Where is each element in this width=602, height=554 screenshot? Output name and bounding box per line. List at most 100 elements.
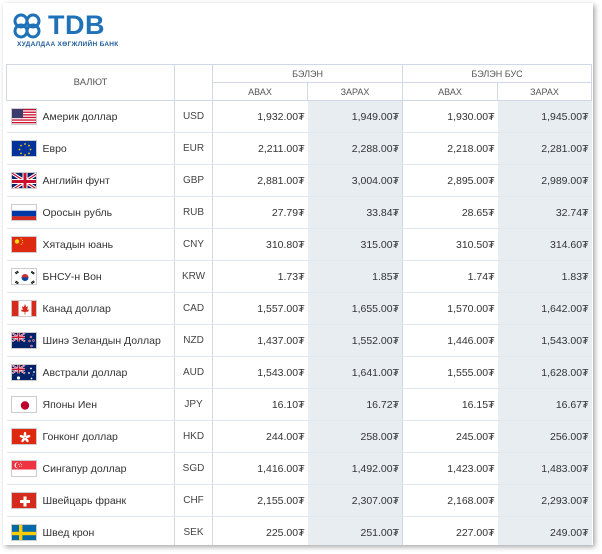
- currency-name: Америк доллар: [40, 100, 175, 133]
- flag-cell: [6, 100, 41, 133]
- noncash-buy-rate: 227.00₮: [402, 516, 498, 545]
- uk-flag-icon: [10, 172, 37, 189]
- kr-flag-icon: [10, 268, 37, 285]
- header-noncash-sell: ЗАРАХ: [497, 82, 593, 101]
- currency-name: Хятадын юань: [40, 228, 175, 261]
- cash-sell-rate: 251.00₮: [307, 516, 403, 545]
- cash-buy-rate: 1,416.00₮: [212, 452, 308, 485]
- nz-flag-icon: [10, 332, 37, 349]
- flag-cell: [6, 516, 41, 545]
- cash-sell-rate: 2,288.00₮: [307, 132, 403, 165]
- cash-buy-rate: 1,932.00₮: [212, 100, 308, 133]
- currency-name: Сингапур доллар: [40, 452, 175, 485]
- currency-code: SGD: [174, 452, 214, 485]
- flag-cell: [6, 260, 41, 293]
- cash-buy-rate: 244.00₮: [212, 420, 308, 453]
- currency-code: NZD: [174, 324, 214, 357]
- table-row: Японы Иен JPY 16.10₮ 16.72₮ 16.15₮ 16.67…: [6, 388, 592, 421]
- noncash-sell-rate: 2,281.00₮: [497, 132, 592, 165]
- currency-code: CAD: [174, 292, 214, 325]
- ch-flag-icon: [10, 492, 37, 509]
- currency-code: GBP: [174, 164, 214, 197]
- flag-cell: [6, 420, 41, 453]
- cash-buy-rate: 16.10₮: [212, 388, 308, 421]
- currency-code: SEK: [174, 516, 214, 545]
- noncash-sell-rate: 256.00₮: [497, 420, 592, 453]
- ru-flag-icon: [10, 204, 37, 221]
- currency-name: Английн фунт: [40, 164, 175, 197]
- ca-flag-icon: [10, 300, 37, 317]
- cash-sell-rate: 1.85₮: [307, 260, 403, 293]
- currency-name: Канад доллар: [40, 292, 175, 325]
- tdb-logo[interactable]: TDB ХУДАЛДАА ХӨГЖЛИЙН БАНК: [11, 10, 151, 55]
- noncash-buy-rate: 245.00₮: [402, 420, 498, 453]
- noncash-sell-rate: 1,543.00₮: [497, 324, 592, 357]
- currency-name: Швейцарь франк: [40, 484, 175, 517]
- cash-sell-rate: 258.00₮: [307, 420, 403, 453]
- noncash-sell-rate: 16.67₮: [497, 388, 592, 421]
- us-flag-icon: [10, 108, 37, 125]
- noncash-sell-rate: 1,945.00₮: [497, 100, 592, 133]
- flag-cell: [6, 452, 41, 485]
- table-row: Хятадын юань CNY 310.80₮ 315.00₮ 310.50₮…: [6, 228, 592, 261]
- sg-flag-icon: [10, 460, 37, 477]
- cash-buy-rate: 2,211.00₮: [212, 132, 308, 165]
- noncash-buy-rate: 1,570.00₮: [402, 292, 498, 325]
- table-row: Сингапур доллар SGD 1,416.00₮ 1,492.00₮ …: [6, 452, 592, 485]
- flag-cell: [6, 388, 41, 421]
- currency-name: Швед крон: [40, 516, 175, 545]
- flag-cell: [6, 228, 41, 261]
- flag-cell: [6, 324, 41, 357]
- noncash-buy-rate: 1,555.00₮: [402, 356, 498, 389]
- currency-code: EUR: [174, 132, 214, 165]
- noncash-buy-rate: 2,218.00₮: [402, 132, 498, 165]
- flag-cell: [6, 356, 41, 389]
- header-noncash-buy: АВАХ: [402, 82, 499, 101]
- tdb-logo-icon: [13, 13, 41, 39]
- cash-buy-rate: 310.80₮: [212, 228, 308, 261]
- brand-tagline: ХУДАЛДАА ХӨГЖЛИЙН БАНК: [17, 41, 119, 48]
- cash-sell-rate: 16.72₮: [307, 388, 403, 421]
- flag-cell: [6, 196, 41, 229]
- noncash-sell-rate: 1.83₮: [497, 260, 592, 293]
- currency-code: KRW: [174, 260, 214, 293]
- cash-sell-rate: 315.00₮: [307, 228, 403, 261]
- header-noncash: БЭЛЭН БУС: [402, 64, 593, 83]
- flag-cell: [6, 164, 41, 197]
- noncash-sell-rate: 1,483.00₮: [497, 452, 592, 485]
- currency-code: CNY: [174, 228, 214, 261]
- table-row: Оросын рубль RUB 27.79₮ 33.84₮ 28.65₮ 32…: [6, 196, 592, 229]
- cash-buy-rate: 2,155.00₮: [212, 484, 308, 517]
- cash-sell-rate: 1,655.00₮: [307, 292, 403, 325]
- noncash-sell-rate: 2,989.00₮: [497, 164, 592, 197]
- header-currency: ВАЛЮТ: [5, 64, 176, 101]
- noncash-buy-rate: 16.15₮: [402, 388, 498, 421]
- cash-sell-rate: 2,307.00₮: [307, 484, 403, 517]
- table-row: Швейцарь франк CHF 2,155.00₮ 2,307.00₮ 2…: [6, 484, 592, 517]
- noncash-sell-rate: 314.60₮: [497, 228, 592, 261]
- au-flag-icon: [10, 364, 37, 381]
- table-row: Канад доллар CAD 1,557.00₮ 1,655.00₮ 1,5…: [6, 292, 592, 325]
- jp-flag-icon: [10, 396, 37, 413]
- currency-code: USD: [174, 100, 214, 133]
- cash-buy-rate: 1,437.00₮: [212, 324, 308, 357]
- noncash-buy-rate: 1,930.00₮: [402, 100, 498, 133]
- currency-name: Японы Иен: [40, 388, 175, 421]
- cash-buy-rate: 225.00₮: [212, 516, 308, 545]
- table-row: Австрали доллар AUD 1,543.00₮ 1,641.00₮ …: [6, 356, 592, 389]
- cash-sell-rate: 1,552.00₮: [307, 324, 403, 357]
- cash-buy-rate: 1.73₮: [212, 260, 308, 293]
- se-flag-icon: [10, 524, 37, 541]
- table-row: Америк доллар USD 1,932.00₮ 1,949.00₮ 1,…: [6, 100, 592, 133]
- noncash-sell-rate: 1,628.00₮: [497, 356, 592, 389]
- table-row: Гонконг доллар HKD 244.00₮ 258.00₮ 245.0…: [6, 420, 592, 453]
- cash-buy-rate: 1,557.00₮: [212, 292, 308, 325]
- cash-sell-rate: 3,004.00₮: [307, 164, 403, 197]
- hk-flag-icon: [10, 428, 37, 445]
- table-row: Евро EUR 2,211.00₮ 2,288.00₮ 2,218.00₮ 2…: [6, 132, 592, 165]
- flag-cell: [6, 132, 41, 165]
- cash-sell-rate: 1,949.00₮: [307, 100, 403, 133]
- noncash-buy-rate: 28.65₮: [402, 196, 498, 229]
- header-cash: БЭЛЭН: [212, 64, 404, 83]
- cash-buy-rate: 1,543.00₮: [212, 356, 308, 389]
